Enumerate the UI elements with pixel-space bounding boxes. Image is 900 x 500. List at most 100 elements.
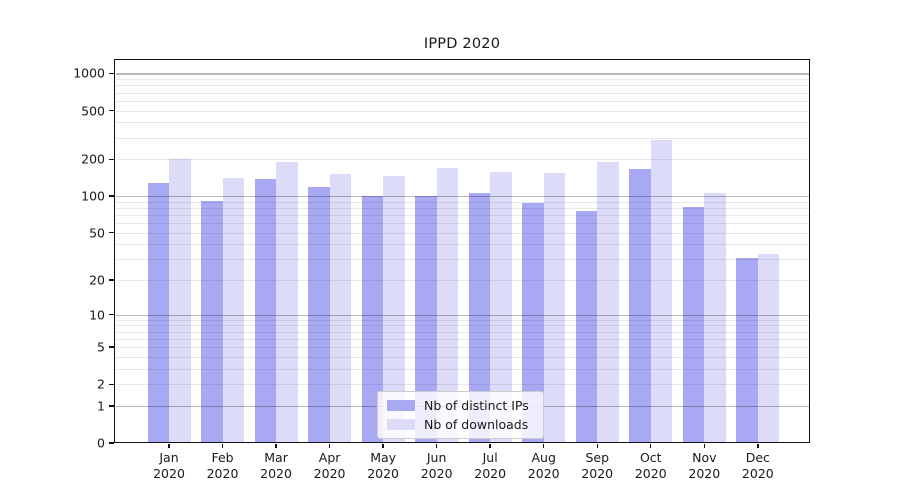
y-tick-mark [109, 314, 114, 316]
y-tick-mark [109, 232, 114, 234]
minor-gridline [115, 338, 809, 340]
x-tick-label: May 2020 [367, 450, 400, 481]
y-tick-label: 10 [89, 307, 105, 323]
minor-gridline [115, 215, 809, 217]
minor-gridline [115, 92, 809, 94]
minor-gridline [115, 85, 809, 87]
bar-distinct-ips [147, 183, 169, 443]
x-tick-mark [596, 443, 598, 448]
minor-gridline [115, 319, 809, 321]
y-tick-mark [109, 109, 114, 112]
bar-distinct-ips [522, 202, 544, 443]
legend-label-downloads: Nb of downloads [424, 417, 529, 432]
bar-downloads [490, 171, 512, 443]
y-tick-label: 100 [81, 188, 105, 204]
bar-downloads [543, 172, 566, 443]
minor-gridline [115, 232, 809, 234]
plot-border [114, 59, 810, 443]
bar-downloads [597, 162, 619, 443]
bar-downloads [704, 193, 726, 443]
minor-gridline [115, 244, 809, 246]
x-tick-mark [650, 443, 652, 448]
y-tick-label: 1000 [73, 65, 105, 81]
x-tick-label: Apr 2020 [313, 450, 346, 481]
x-tick-mark [168, 443, 170, 448]
bar-distinct-ips [575, 211, 598, 443]
y-tick-mark [109, 442, 114, 444]
minor-gridline [115, 137, 809, 139]
legend-swatch-downloads [387, 419, 415, 430]
bar-distinct-ips [629, 168, 651, 443]
y-tick-label: 200 [81, 151, 105, 167]
y-tick-label: 20 [89, 272, 105, 288]
x-tick-label: Dec 2020 [741, 450, 774, 481]
y-tick-mark [109, 279, 114, 281]
y-tick-label: 1 [97, 398, 105, 414]
x-tick-label: Sep 2020 [581, 450, 614, 481]
y-tick-mark [109, 72, 114, 75]
bar-distinct-ips [308, 186, 330, 443]
minor-gridline [115, 384, 809, 386]
x-tick-mark [275, 443, 277, 448]
y-tick-mark [109, 195, 114, 197]
x-tick-label: Feb 2020 [206, 450, 239, 481]
minor-gridline [115, 110, 809, 112]
minor-gridline [115, 79, 809, 81]
x-tick-mark [543, 443, 545, 448]
y-tick-label: 500 [81, 103, 105, 118]
bar-distinct-ips [468, 192, 491, 443]
minor-gridline [115, 122, 809, 124]
major-gridline [115, 73, 809, 75]
bar-downloads [383, 176, 405, 443]
major-gridline [115, 196, 809, 198]
minor-gridline [115, 259, 809, 261]
minor-gridline [115, 201, 809, 203]
minor-gridline [115, 331, 809, 333]
x-tick-mark [703, 443, 705, 448]
minor-gridline [115, 368, 809, 370]
x-tick-mark [328, 443, 331, 448]
x-tick-mark [757, 443, 759, 448]
bar-distinct-ips [415, 196, 437, 443]
y-tick-label: 0 [97, 435, 105, 451]
bar-downloads [222, 178, 245, 443]
minor-gridline [115, 325, 809, 327]
x-tick-label: Jul 2020 [474, 450, 507, 481]
minor-gridline [115, 100, 809, 102]
minor-gridline [115, 207, 809, 209]
y-tick-mark [109, 346, 114, 348]
x-tick-label: Oct 2020 [634, 450, 667, 481]
x-tick-label: Mar 2020 [260, 450, 292, 481]
bar-distinct-ips [682, 207, 705, 443]
x-tick-label: Jan 2020 [153, 450, 185, 481]
x-tick-mark [435, 443, 438, 448]
bar-downloads [169, 159, 191, 443]
legend-label-distinct-ips: Nb of distinct IPs [424, 398, 529, 413]
minor-gridline [115, 356, 809, 358]
x-tick-label: Nov 2020 [688, 450, 721, 481]
y-tick-label: 5 [97, 339, 105, 355]
x-tick-label: Jun 2020 [420, 450, 453, 481]
legend-swatch-distinct-ips [387, 400, 415, 411]
x-tick-mark [489, 443, 491, 448]
minor-gridline [115, 280, 809, 282]
minor-gridline [115, 347, 809, 349]
legend-item-downloads: Nb of downloads [387, 417, 534, 432]
y-tick-label: 50 [89, 225, 105, 241]
x-tick-mark [382, 443, 384, 448]
bar-downloads [436, 168, 459, 443]
bar-distinct-ips [254, 179, 277, 443]
x-tick-mark [221, 443, 224, 448]
bar-distinct-ips [201, 200, 223, 443]
y-tick-mark [109, 383, 114, 385]
bar-distinct-ips [361, 196, 384, 443]
minor-gridline [115, 159, 809, 161]
minor-gridline [115, 223, 809, 225]
legend: Nb of distinct IPs Nb of downloads [377, 391, 544, 439]
bar-downloads [650, 140, 673, 443]
chart-title: IPPD 2020 [423, 36, 501, 52]
legend-item-distinct-ips: Nb of distinct IPs [387, 398, 534, 413]
